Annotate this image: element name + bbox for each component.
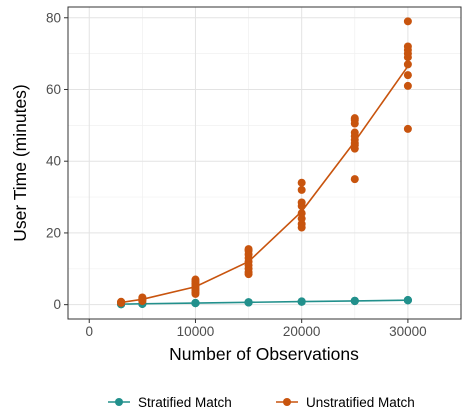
x-axis-title: Number of Observations [169, 344, 359, 364]
data-point-unstratified-match [138, 293, 147, 302]
data-point-unstratified-match [403, 71, 412, 80]
data-point-unstratified-match [297, 198, 306, 207]
x-tick-label: 30000 [389, 324, 427, 339]
y-tick-label: 0 [53, 297, 61, 312]
x-tick-label: 0 [85, 324, 93, 339]
x-tick-label: 10000 [177, 324, 215, 339]
legend-key-point [283, 398, 291, 406]
plot-panel [67, 6, 462, 320]
data-point-unstratified-match [117, 298, 126, 307]
legend-item-unstratified-match: Unstratified Match [276, 395, 415, 410]
series-line-stratified-match [121, 299, 408, 305]
legend-item-stratified-match: Stratified Match [108, 395, 232, 410]
x-tick-label: 20000 [283, 324, 321, 339]
series-points [117, 17, 412, 309]
data-point-unstratified-match [403, 60, 412, 69]
grid-lines [68, 7, 461, 319]
y-tick-label: 40 [46, 154, 61, 169]
data-point-unstratified-match [403, 124, 412, 133]
y-axis-ticks: 0 20 40 60 80 [46, 10, 68, 312]
x-axis-ticks: 0 10000 20000 30000 [85, 319, 427, 339]
data-point-unstratified-match [297, 185, 306, 194]
legend: Stratified Match Unstratified Match [108, 395, 415, 410]
data-point-unstratified-match [403, 81, 412, 90]
data-point-stratified-match [297, 297, 306, 306]
data-point-unstratified-match [191, 275, 200, 284]
data-point-unstratified-match [297, 178, 306, 187]
data-point-unstratified-match [297, 209, 306, 218]
data-point-unstratified-match [403, 42, 412, 51]
legend-label: Unstratified Match [306, 395, 415, 410]
series-line-unstratified-match [120, 65, 409, 304]
y-tick-label: 60 [46, 82, 61, 97]
data-point-stratified-match [191, 299, 200, 308]
y-tick-label: 20 [46, 225, 61, 240]
data-point-unstratified-match [350, 175, 359, 184]
data-point-unstratified-match [244, 245, 253, 254]
series-lines [120, 65, 409, 305]
y-tick-label: 80 [46, 10, 61, 25]
legend-label: Stratified Match [138, 395, 232, 410]
data-point-stratified-match [350, 296, 359, 305]
data-point-unstratified-match [403, 17, 412, 26]
data-point-unstratified-match [350, 128, 359, 137]
y-axis-title: User Time (minutes) [10, 84, 30, 242]
data-point-stratified-match [403, 296, 412, 305]
data-point-stratified-match [244, 298, 253, 307]
legend-key-point [115, 398, 123, 406]
data-point-unstratified-match [350, 114, 359, 123]
